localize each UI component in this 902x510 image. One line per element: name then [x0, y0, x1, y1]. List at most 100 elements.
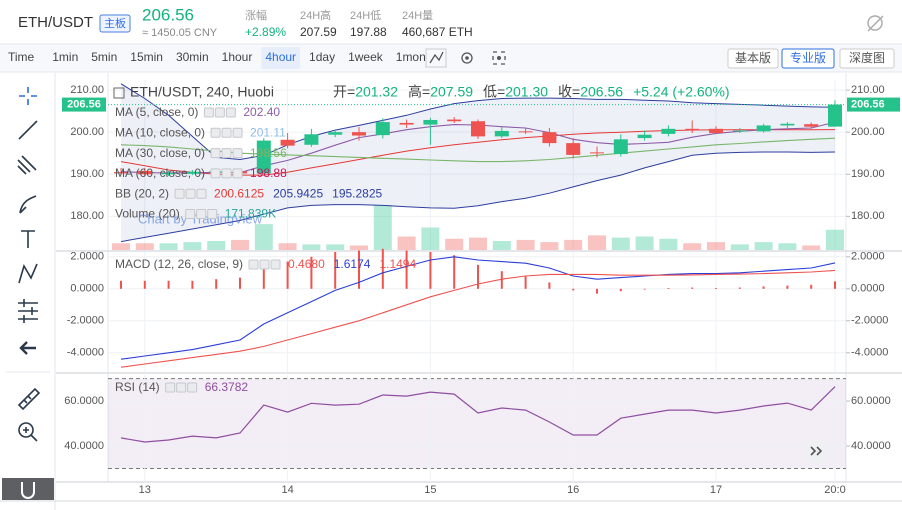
- interval[interactable]: 1day: [309, 50, 335, 64]
- change: +5.24 (+2.60%): [633, 84, 730, 100]
- interval[interactable]: 1week: [348, 50, 384, 64]
- magnet-tool-bg[interactable]: [2, 478, 54, 500]
- ohlc-value: 201.30: [505, 84, 548, 100]
- volume-bar: [397, 236, 416, 250]
- macd-line: [120, 269, 836, 368]
- zoom-tool[interactable]: [18, 422, 34, 438]
- version-button[interactable]: [727, 48, 779, 69]
- legend-control[interactable]: [232, 127, 243, 138]
- legend-value: 1.1494: [379, 257, 416, 271]
- measure-tool[interactable]: [17, 387, 41, 411]
- legend-control[interactable]: [185, 188, 196, 199]
- histogram-bar: [810, 284, 813, 289]
- candle-body: [685, 128, 700, 131]
- legend-control[interactable]: [185, 209, 196, 219]
- legend-control[interactable]: [259, 259, 270, 270]
- legend-control[interactable]: [270, 259, 281, 270]
- settings-icon[interactable]: [461, 52, 473, 64]
- legend-control[interactable]: [232, 168, 243, 179]
- legend-control[interactable]: [221, 168, 232, 179]
- legend-control[interactable]: [165, 382, 176, 393]
- ohlc-label: 高=: [408, 84, 430, 100]
- legend-control[interactable]: [210, 168, 221, 179]
- legend-name: Volume (20): [115, 207, 180, 221]
- text-tool[interactable]: [21, 230, 35, 248]
- legend-control[interactable]: [196, 188, 207, 199]
- legend-control[interactable]: [196, 209, 207, 219]
- volume-bar: [564, 239, 583, 250]
- version-label[interactable]: 专业版: [790, 50, 826, 65]
- candle-body: [304, 134, 319, 145]
- screenshot-icon[interactable]: [492, 51, 506, 65]
- icon: [867, 15, 884, 32]
- legend-control[interactable]: [207, 209, 218, 219]
- candle-body: [828, 104, 842, 127]
- histogram-bar: [262, 266, 265, 289]
- projection-tool[interactable]: [18, 299, 38, 323]
- legend-value: 200.6125: [214, 186, 264, 200]
- interval[interactable]: Time: [8, 50, 35, 64]
- legend-control[interactable]: [225, 107, 236, 118]
- candle-body: [447, 119, 462, 122]
- histogram-bar: [738, 287, 741, 289]
- legend-control[interactable]: [248, 259, 259, 270]
- legend-value: 0.4680: [288, 257, 325, 271]
- legend-name: MA (10, close, 0): [115, 125, 205, 139]
- line-tool[interactable]: [18, 120, 38, 140]
- ohlc-value: 207.59: [430, 84, 473, 100]
- legend-control[interactable]: [214, 107, 225, 118]
- legend-control[interactable]: [176, 382, 187, 393]
- histogram-bar: [596, 288, 598, 294]
- crosshair-tool[interactable]: [19, 87, 37, 105]
- legend-control[interactable]: [232, 148, 243, 159]
- stat-value: 207.59: [300, 25, 337, 39]
- legend-control[interactable]: [221, 127, 232, 138]
- scroll-icon: [810, 446, 823, 456]
- histogram-bar: [524, 276, 527, 289]
- candle-body: [637, 134, 652, 139]
- interval[interactable]: 15min: [130, 50, 163, 64]
- version-button[interactable]: [781, 48, 835, 69]
- scroll-button[interactable]: [803, 438, 829, 464]
- interval[interactable]: 1hour: [222, 50, 253, 64]
- interval[interactable]: 30min: [176, 50, 209, 64]
- icon-frame[interactable]: [425, 48, 447, 68]
- interval[interactable]: 1mon: [396, 50, 426, 64]
- fib-tool[interactable]: [17, 155, 37, 175]
- version-button[interactable]: [839, 48, 895, 69]
- back-tool[interactable]: [19, 341, 36, 355]
- legend-control[interactable]: [203, 107, 214, 118]
- interval-bg[interactable]: [261, 47, 301, 69]
- x-tick-label: 16: [567, 484, 579, 496]
- version-label[interactable]: 深度图: [849, 50, 885, 65]
- interval[interactable]: 5min: [91, 50, 117, 64]
- legend-control[interactable]: [210, 127, 221, 138]
- candle-body: [732, 130, 747, 132]
- interval[interactable]: 4hour: [265, 50, 296, 64]
- histogram-bar: [310, 256, 313, 289]
- x-tick-label: 15: [424, 484, 436, 496]
- legend-control[interactable]: [187, 382, 198, 393]
- volume-bar: [112, 243, 130, 250]
- y-tick-label: 40.0000: [851, 440, 891, 452]
- settings-icon-dot: [465, 56, 469, 60]
- candle-body: [399, 122, 414, 125]
- legend-control[interactable]: [174, 188, 185, 199]
- legend-name: RSI (14): [115, 380, 160, 394]
- interval[interactable]: 1min: [52, 50, 78, 64]
- legend-control[interactable]: [210, 148, 221, 159]
- price-tag: [62, 97, 106, 112]
- pattern-tool[interactable]: [18, 263, 38, 284]
- brush-tool[interactable]: [19, 195, 37, 214]
- legend-name: MA (60, close, 0): [115, 166, 205, 180]
- legend-control[interactable]: [221, 148, 232, 159]
- volume-bar: [683, 243, 702, 250]
- volume-bar: [659, 238, 678, 250]
- versions: 基本版 专业版 深度图: [727, 48, 895, 69]
- version-label[interactable]: 基本版: [735, 51, 771, 65]
- y-tick-label: 2.0000: [70, 251, 104, 263]
- header-bar: [0, 0, 902, 43]
- theme-icon[interactable]: [867, 15, 884, 32]
- chart-title: ETH/USDT, 240, Huobi: [130, 84, 274, 100]
